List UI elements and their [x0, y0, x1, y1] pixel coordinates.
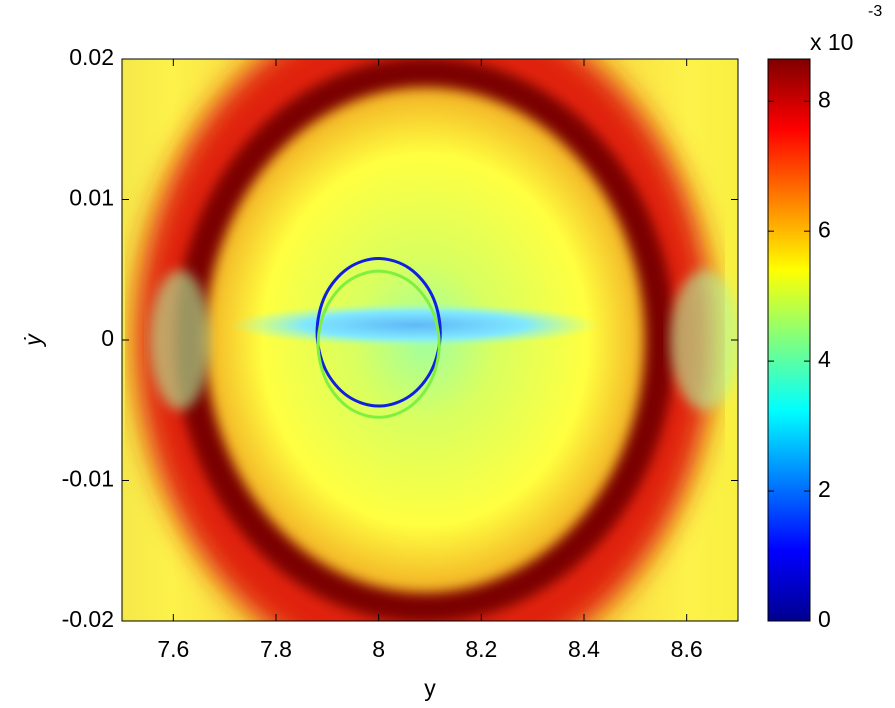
x-tick-label: 8	[372, 636, 385, 662]
y-tick-label: -0.02	[62, 606, 114, 632]
colorbar	[767, 58, 811, 622]
x-tick-label: 7.8	[260, 636, 292, 662]
colorbar-exponent: -3	[868, 3, 882, 20]
colorbar-tick-label: 4	[818, 346, 831, 372]
x-tick-label: 8.2	[465, 636, 497, 662]
colorbar-tick-label: 6	[818, 216, 831, 242]
x-tick-label: 7.6	[157, 636, 189, 662]
y-tick-label: 0.02	[69, 44, 114, 70]
y-tick-label: -0.01	[62, 466, 114, 492]
orbit-curve	[315, 257, 442, 408]
colorbar-tick-label: 8	[818, 86, 831, 112]
colorbar-tick-label: 2	[818, 476, 831, 502]
y-tick-label: 0.01	[69, 185, 114, 211]
colorbar-tick-label: 0	[818, 606, 831, 632]
colorbar-multiplier: x 10	[810, 29, 853, 55]
heatmap-field	[122, 59, 738, 621]
y-axis-label: ẏ	[20, 333, 46, 348]
x-axis-label: y	[424, 675, 436, 701]
x-tick-label: 8.6	[671, 636, 703, 662]
x-tick-label: 8.4	[568, 636, 600, 662]
y-tick-label: 0	[101, 325, 114, 351]
orbit-curve	[316, 269, 441, 419]
